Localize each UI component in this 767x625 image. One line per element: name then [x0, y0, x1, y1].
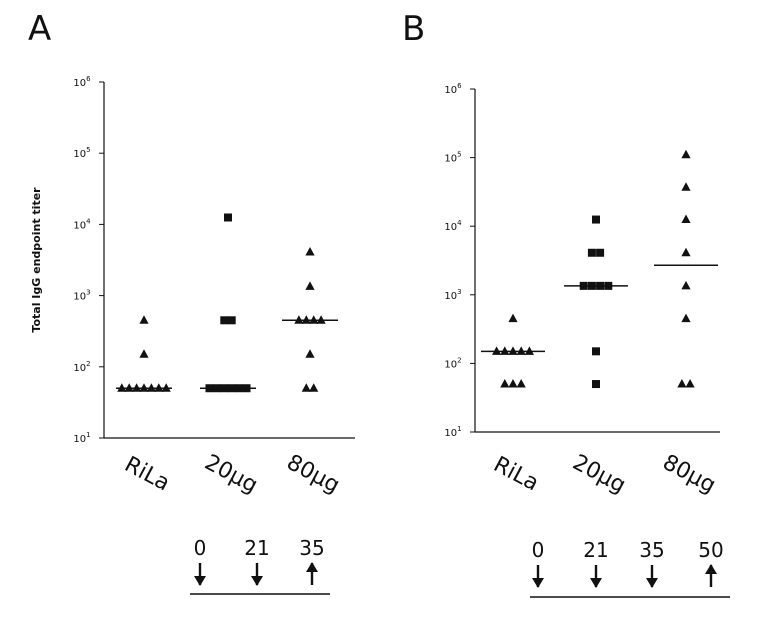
data-point-triangle — [681, 280, 691, 290]
data-points — [492, 149, 695, 389]
y-tick-exponent: 4 — [86, 217, 91, 225]
arrow-down-icon — [194, 576, 206, 586]
x-tick-label: 20µg — [200, 450, 261, 498]
data-point-triangle — [309, 383, 319, 392]
y-tick-exponent: 6 — [86, 75, 91, 83]
y-tick-label: 106 — [73, 75, 91, 89]
data-point-square — [227, 316, 236, 325]
x-tick-label: 20µg — [568, 450, 629, 498]
data-point-triangle — [677, 379, 687, 388]
x-tick-label: RiLa — [120, 452, 173, 496]
data-point-triangle — [681, 182, 691, 191]
data-point-triangle — [305, 281, 315, 290]
median-lines — [116, 319, 338, 389]
schedule-day-label: 50 — [698, 538, 723, 562]
data-point-triangle — [139, 315, 149, 324]
arrow-down-icon — [646, 578, 658, 588]
immunization-schedule: 0 21 35 50 — [530, 538, 730, 598]
arrow-up-icon — [705, 564, 717, 574]
data-point-triangle — [305, 246, 315, 256]
y-tick-exponent: 5 — [457, 151, 461, 159]
data-point-triangle — [681, 214, 691, 224]
y-tick-label: 106 — [444, 82, 462, 96]
data-point-triangle — [508, 313, 518, 323]
y-tick-exponent: 1 — [457, 425, 461, 433]
data-point-square — [587, 248, 596, 257]
data-point-triangle — [508, 379, 518, 388]
y-tick-label: 105 — [444, 151, 461, 165]
data-point-square — [224, 213, 232, 222]
data-point-square — [596, 248, 605, 257]
schedule-day-label: 0 — [532, 538, 545, 562]
data-point-triangle — [500, 379, 510, 388]
data-point-triangle — [516, 379, 526, 388]
data-point-triangle — [301, 383, 311, 392]
data-point-square — [220, 316, 229, 325]
y-tick-exponent: 2 — [457, 356, 461, 364]
panel-label: A — [28, 9, 51, 49]
arrow-up-icon — [306, 562, 318, 572]
y-tick-exponent: 5 — [86, 146, 90, 154]
y-tick-label: 101 — [444, 425, 461, 439]
arrow-down-icon — [251, 576, 263, 586]
data-point-square — [592, 215, 600, 224]
data-point-triangle — [139, 349, 149, 358]
x-tick-label: 80µg — [658, 450, 719, 498]
arrow-down-icon — [590, 578, 602, 588]
data-point-triangle — [681, 247, 691, 257]
y-tick-exponent: 3 — [86, 289, 90, 297]
y-tick-label: 103 — [73, 289, 90, 303]
data-point-triangle — [685, 379, 695, 388]
y-tick-label: 102 — [444, 356, 461, 370]
y-axis-label: Total IgG endpoint titer — [30, 187, 43, 333]
panel-label: B — [402, 9, 425, 49]
y-tick-label: 103 — [444, 288, 461, 302]
y-tick-exponent: 3 — [457, 288, 461, 296]
y-tick-exponent: 4 — [457, 219, 462, 227]
x-tick-label: 80µg — [282, 450, 343, 498]
data-point-triangle — [681, 149, 691, 159]
y-tick-label: 105 — [73, 146, 90, 160]
median-lines — [481, 264, 718, 353]
schedule-day-label: 21 — [583, 538, 608, 562]
schedule-day-label: 35 — [299, 536, 324, 560]
data-point-triangle — [305, 349, 315, 358]
panel-a: A Total IgG endpoint titer 1011021031041… — [28, 9, 355, 595]
data-point-triangle — [681, 313, 691, 323]
y-tick-label: 102 — [73, 360, 90, 374]
y-tick-label: 101 — [73, 431, 90, 445]
y-tick-label: 104 — [444, 219, 462, 233]
schedule-day-label: 21 — [244, 536, 269, 560]
x-tick-label: RiLa — [489, 452, 542, 496]
data-point-square — [592, 380, 600, 389]
schedule-day-label: 35 — [639, 538, 664, 562]
x-tick-labels: RiLa 20µg 80µg — [120, 450, 343, 498]
immunization-schedule: 0 21 35 — [190, 536, 330, 595]
y-tick-exponent: 6 — [457, 82, 462, 90]
y-tick-exponent: 1 — [86, 431, 90, 439]
schedule-day-label: 0 — [194, 536, 207, 560]
x-tick-labels: RiLa 20µg 80µg — [489, 450, 719, 498]
y-tick-exponent: 2 — [86, 360, 90, 368]
arrow-down-icon — [532, 578, 544, 588]
y-tick-label: 104 — [73, 217, 91, 231]
data-points — [117, 213, 326, 393]
data-point-square — [592, 347, 600, 356]
